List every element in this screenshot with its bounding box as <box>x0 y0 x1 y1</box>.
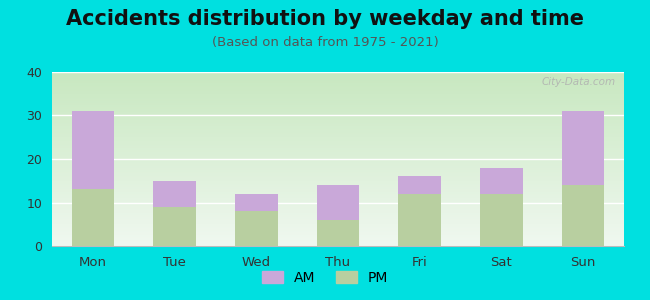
Bar <box>153 207 196 246</box>
Bar <box>562 185 605 246</box>
Bar <box>317 185 359 220</box>
Bar <box>562 111 605 185</box>
Bar <box>317 220 359 246</box>
Bar <box>72 190 114 246</box>
Bar <box>72 111 114 190</box>
Text: City-Data.com: City-Data.com <box>541 77 616 87</box>
Text: Accidents distribution by weekday and time: Accidents distribution by weekday and ti… <box>66 9 584 29</box>
Bar <box>480 168 523 194</box>
Bar <box>235 211 278 246</box>
Text: (Based on data from 1975 - 2021): (Based on data from 1975 - 2021) <box>212 36 438 49</box>
Legend: AM, PM: AM, PM <box>256 265 394 290</box>
Bar <box>398 194 441 246</box>
Bar <box>235 194 278 211</box>
Bar <box>398 176 441 194</box>
Bar <box>153 181 196 207</box>
Bar <box>480 194 523 246</box>
